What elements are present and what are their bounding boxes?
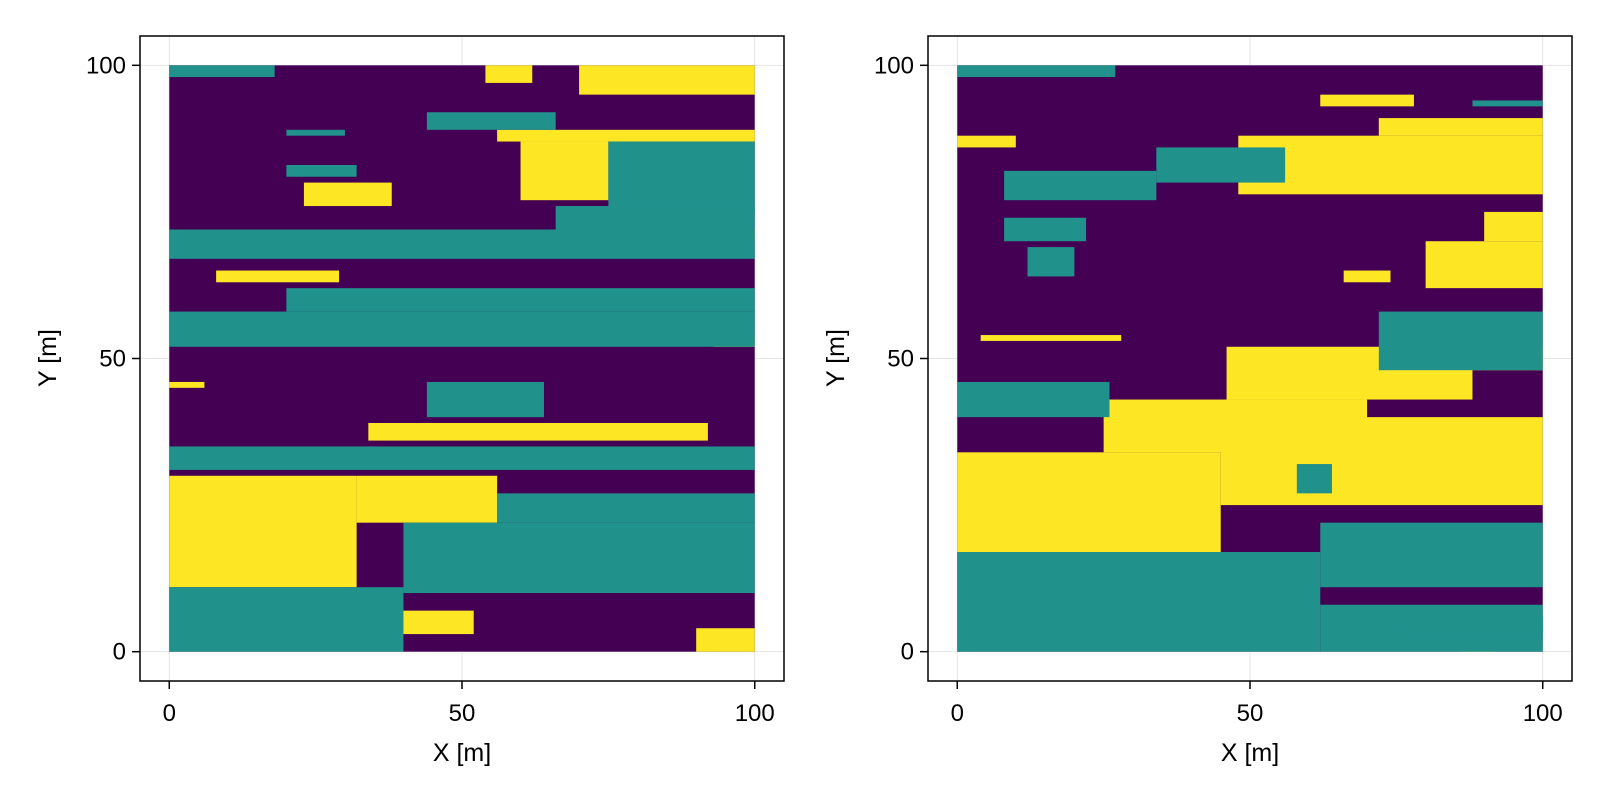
y-axis-label-left: Y [m] (34, 329, 62, 387)
x-tick-label: 100 (735, 700, 775, 727)
heatmap-cell-block (1320, 522, 1543, 588)
heatmap-cell-block (1402, 616, 1543, 635)
y-tick-label: 0 (901, 639, 914, 666)
x-tick-label: 100 (1523, 700, 1563, 727)
heatmap-cell-block (426, 112, 556, 130)
heatmap-cell-block (169, 311, 755, 347)
heatmap-cell-block (1378, 311, 1543, 371)
heatmap-cell-block (169, 446, 755, 470)
heatmap-cell-block (169, 65, 275, 78)
heatmap-cell-block (368, 423, 708, 441)
x-tick-label: 0 (163, 700, 176, 727)
heatmap-cell-block (1425, 241, 1543, 289)
heatmap-cell-block (169, 381, 205, 388)
y-tick-label: 50 (887, 346, 914, 373)
heatmap-cell-block (497, 129, 755, 142)
heatmap-cell-block (1004, 170, 1157, 201)
x-tick-label: 0 (951, 700, 964, 727)
x-tick-label: 50 (449, 700, 476, 727)
heatmap-cell-block (1472, 100, 1543, 107)
ticks-right: 0 50 100 0 50 100 (874, 52, 1563, 727)
heatmap-cell-block (957, 65, 1116, 78)
heatmap-cell-block (1343, 270, 1391, 283)
heatmap-cell-block (608, 141, 755, 212)
heatmap-cell-block (957, 135, 1016, 148)
chart-panel-right: 0 50 100 0 50 100 X [m] Y [m] (822, 35, 1573, 767)
heatmap-cell-block (520, 141, 609, 201)
heatmap-cell-block (579, 65, 755, 95)
x-axis-label-left: X [m] (433, 739, 491, 767)
y-tick-label: 50 (99, 346, 126, 373)
y-tick-label: 100 (874, 52, 914, 79)
heatmap-cell-block (957, 552, 1321, 652)
heatmap-cell-block (216, 270, 340, 283)
chart-panel-left: 0 50 100 0 50 100 X [m] Y [m] (34, 35, 785, 767)
heatmap-cell-block (169, 229, 755, 259)
heatmap-cell-block (1103, 399, 1368, 453)
heatmap-cell-block (957, 452, 1221, 552)
x-axis-label-right: X [m] (1221, 739, 1279, 767)
heatmap-cell-block (426, 381, 544, 418)
heatmap-cell-block (169, 475, 357, 588)
heatmap-cell-block (980, 335, 1122, 341)
heatmap-cell-block (1320, 94, 1414, 107)
y-axis-label-right: Y [m] (822, 329, 850, 387)
heatmap-cell-block (1004, 217, 1087, 242)
y-tick-label: 0 (113, 639, 126, 666)
heatmap-cell-block (1238, 135, 1543, 195)
heatmap-cell-block (1296, 464, 1332, 494)
heatmap-cell-block (485, 65, 533, 83)
heatmap-cell-block (403, 522, 755, 594)
heatmap-cell-block (286, 129, 345, 136)
heatmap-left (169, 65, 755, 652)
heatmap-cell-block (1156, 147, 1286, 183)
x-tick-label: 50 (1237, 700, 1264, 727)
heatmap-cell-block (1484, 211, 1543, 242)
heatmap-cell-block (303, 182, 392, 207)
heatmap-cell-block (286, 288, 755, 312)
ticks-left: 0 50 100 0 50 100 (86, 52, 775, 727)
heatmap-cell-block (356, 475, 498, 523)
heatmap-cell-block (1027, 247, 1075, 277)
heatmap-cell-block (957, 381, 1110, 418)
heatmap-cell-block (696, 628, 755, 652)
heatmap-cell-block (1378, 118, 1543, 136)
heatmap-right (957, 65, 1543, 652)
y-tick-label: 100 (86, 52, 126, 79)
heatmap-cell-block (286, 165, 357, 177)
heatmap-cell-block (555, 206, 755, 230)
heatmap-cell-block (497, 493, 755, 523)
heatmap-cell-block (169, 587, 404, 652)
